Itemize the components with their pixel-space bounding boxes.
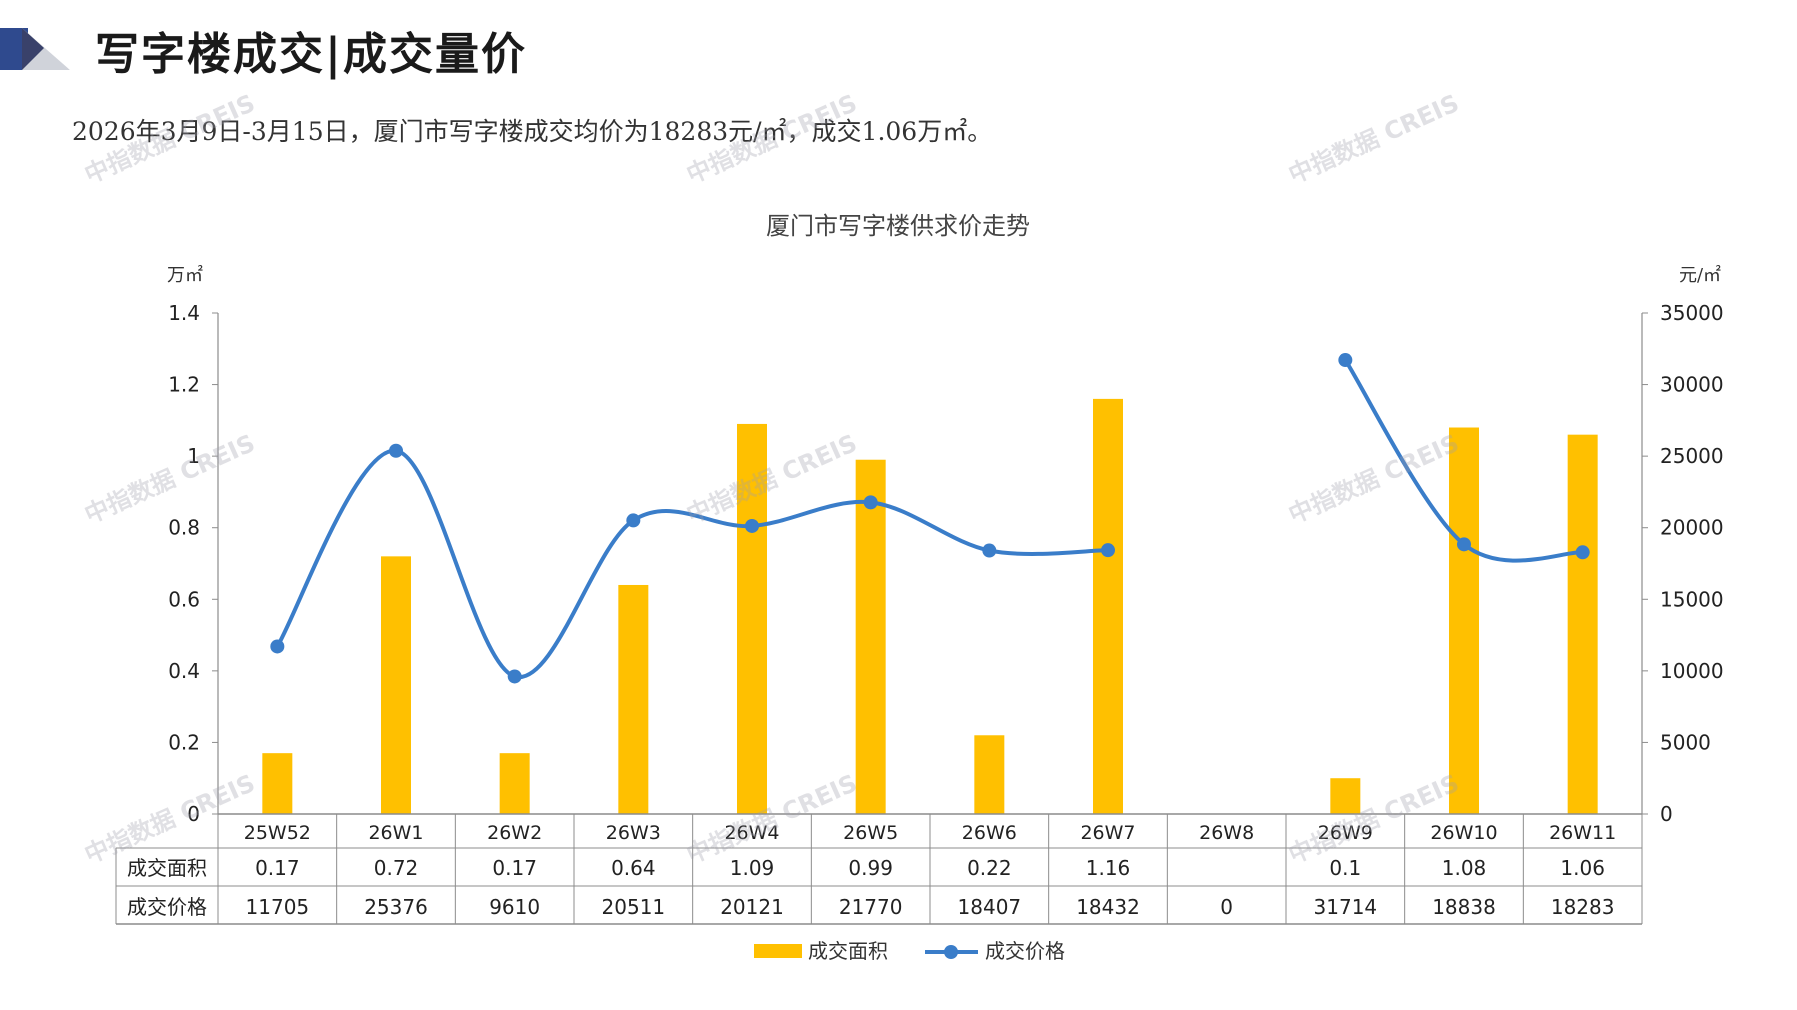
bar-26W3	[618, 584, 649, 814]
y-right-tick-label: 35000	[1660, 301, 1724, 325]
x-tick-label: 26W4	[724, 822, 779, 844]
table-row-header-area: 成交面积	[127, 856, 207, 880]
bar-26W1	[381, 556, 411, 814]
x-tick-label: 26W11	[1549, 822, 1616, 844]
table-cell-price: 18407	[958, 895, 1022, 919]
bar-26W7	[1093, 398, 1123, 814]
y-left-tick-label: 0	[187, 802, 200, 826]
table-cell-area: 1.09	[730, 856, 775, 880]
table-cell-price: 11705	[246, 895, 310, 919]
table-cell-area: 0.1	[1329, 856, 1361, 880]
bar-25W52	[262, 753, 293, 814]
x-tick-label: 26W10	[1430, 822, 1497, 844]
table-cell-price: 9610	[489, 895, 540, 919]
table-cell-price: 18283	[1551, 895, 1615, 919]
y-left-tick-label: 1.2	[168, 373, 200, 397]
y-left-tick-label: 0.8	[168, 516, 200, 540]
y-right-tick-label: 10000	[1660, 659, 1724, 683]
price-point-26W7	[1101, 543, 1115, 558]
y-left-tick-label: 1.4	[168, 301, 200, 325]
chart-area: 厦门市写字楼供求价走势万㎡ 元/㎡ 1.4 1.2 1 0.8 0.6 0.4 0.2 0 3500…	[0, 190, 1797, 1010]
price-point-26W3	[626, 513, 641, 528]
legend-bar-swatch	[754, 944, 802, 958]
price-point-25W52	[270, 639, 285, 654]
x-tick-label: 26W9	[1318, 822, 1373, 844]
price-point-26W10	[1457, 537, 1471, 552]
y-right-tick-label: 30000	[1660, 373, 1724, 397]
bar-26W4	[737, 423, 767, 814]
table-cell-area: 0.17	[255, 856, 300, 880]
x-tick-label: 26W1	[368, 822, 423, 844]
x-tick-label: 26W3	[606, 822, 661, 844]
logo-mark-icon	[0, 28, 70, 70]
x-tick-label: 26W5	[843, 822, 898, 844]
page-subtitle: 2026年3月9日-3月15日，厦门市写字楼成交均价为18283元/㎡，成交1.…	[72, 117, 993, 146]
y-right-tick-label: 0	[1660, 802, 1673, 826]
page-title: 写字楼成交|成交量价	[95, 29, 528, 80]
bar-26W9	[1330, 778, 1361, 814]
table-cell-price: 18432	[1076, 895, 1140, 919]
bar-26W11	[1567, 434, 1598, 814]
table-cell-price: 25376	[364, 895, 428, 919]
y-left-tick-label: 0.4	[168, 659, 200, 683]
table-row-header-price: 成交价格	[127, 895, 207, 919]
bar-26W10	[1449, 427, 1479, 814]
chart-title: 厦门市写字楼供求价走势	[766, 212, 1030, 240]
table-cell-area: 1.06	[1560, 856, 1605, 880]
table-cell-price: 20511	[602, 895, 666, 919]
bar-26W5	[855, 459, 886, 814]
y-right-tick-label: 25000	[1660, 444, 1724, 468]
table-cell-area: 1.16	[1086, 856, 1131, 880]
table-cell-area: 0.72	[374, 856, 419, 880]
price-point-26W6	[982, 543, 997, 558]
y-left-tick-label: 1	[187, 444, 200, 468]
table-cell-price: 21770	[839, 895, 903, 919]
bar-26W2	[499, 753, 530, 814]
header: 写字楼成交|成交量价	[0, 0, 1797, 100]
legend-line-label: 成交价格	[985, 939, 1065, 963]
table-cell-price: 31714	[1314, 895, 1378, 919]
table-cell-area: 0.22	[967, 856, 1012, 880]
table-cell-price: 18838	[1432, 895, 1496, 919]
table-cell-area: 0.17	[492, 856, 537, 880]
y-right-unit: 元/㎡	[1679, 264, 1721, 286]
price-point-26W2	[507, 669, 522, 684]
legend-bar-label: 成交面积	[808, 939, 888, 963]
bar-26W6	[974, 735, 1005, 814]
table-cell-area: 0.64	[611, 856, 656, 880]
x-tick-label: 26W2	[487, 822, 542, 844]
y-right-tick-label: 15000	[1660, 587, 1724, 611]
table-cell-price: 0	[1220, 895, 1233, 919]
price-point-26W1	[389, 443, 403, 458]
price-point-26W5	[863, 495, 878, 510]
legend-line-marker	[944, 945, 958, 959]
x-tick-label: 26W8	[1199, 822, 1254, 844]
y-left-tick-label: 0.6	[168, 587, 200, 611]
y-left-tick-label: 0.2	[168, 730, 200, 754]
table-cell-area: 0.99	[848, 856, 893, 880]
y-right-tick-label: 5000	[1660, 730, 1711, 754]
price-point-26W11	[1575, 545, 1590, 560]
x-tick-label: 26W7	[1080, 822, 1135, 844]
price-point-26W4	[745, 518, 759, 533]
x-tick-label: 26W6	[962, 822, 1017, 844]
y-right-tick-label: 20000	[1660, 516, 1724, 540]
x-tick-label: 25W52	[244, 822, 311, 844]
table-cell-area: 1.08	[1442, 856, 1487, 880]
price-point-26W9	[1338, 353, 1353, 368]
y-left-unit: 万㎡	[167, 264, 203, 286]
table-cell-price: 20121	[720, 895, 784, 919]
